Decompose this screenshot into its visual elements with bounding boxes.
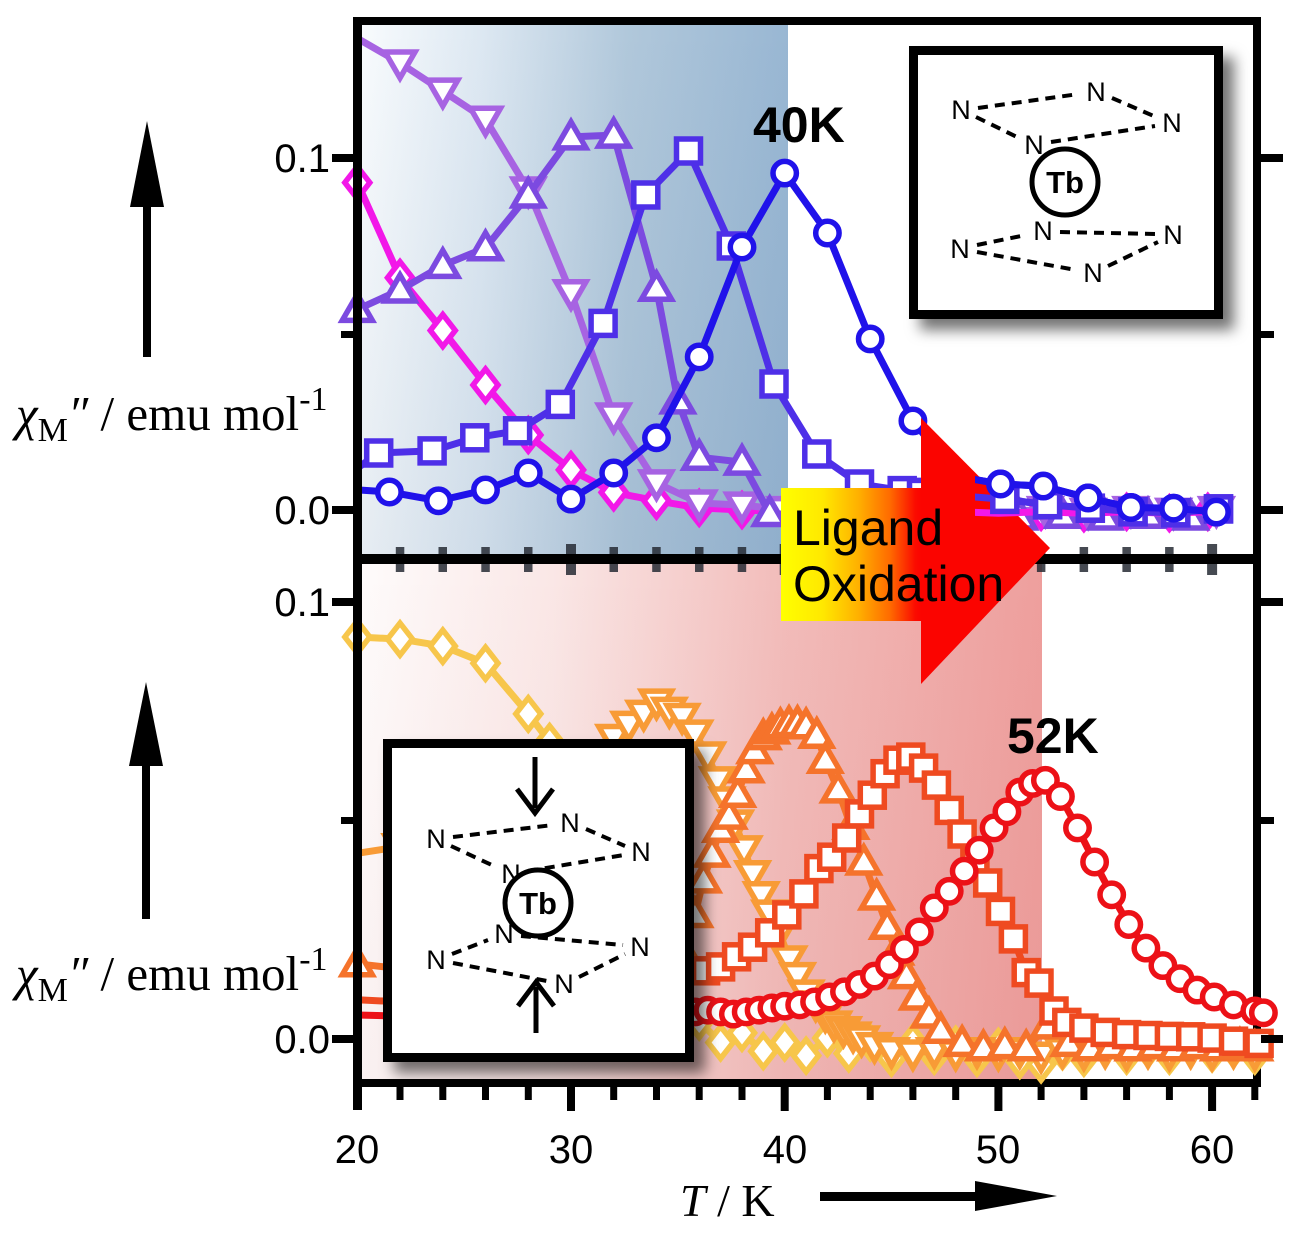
svg-text:60: 60 bbox=[1190, 1128, 1235, 1172]
svg-text:N: N bbox=[631, 837, 651, 867]
svg-text:0.0: 0.0 bbox=[274, 489, 330, 533]
svg-text:N: N bbox=[630, 932, 650, 962]
svg-text:Tb: Tb bbox=[519, 886, 557, 921]
svg-text:N: N bbox=[560, 808, 580, 838]
svg-text:Ligand: Ligand bbox=[793, 500, 943, 556]
svg-text:0.0: 0.0 bbox=[274, 1018, 330, 1062]
svg-text:N: N bbox=[951, 95, 971, 125]
svg-text:20: 20 bbox=[335, 1128, 380, 1172]
svg-text:N: N bbox=[1162, 108, 1182, 138]
svg-text:40: 40 bbox=[763, 1128, 808, 1172]
svg-text:T / K: T / K bbox=[680, 1175, 775, 1226]
svg-text:Oxidation: Oxidation bbox=[793, 556, 1004, 612]
svg-text:0.1: 0.1 bbox=[274, 581, 330, 625]
svg-text:N: N bbox=[950, 234, 970, 264]
svg-text:Tb: Tb bbox=[1046, 165, 1084, 200]
svg-text:χM″ / emu mol-1: χM″ / emu mol-1 bbox=[12, 381, 328, 449]
svg-text:0.1: 0.1 bbox=[274, 137, 330, 181]
svg-text:χM″ / emu mol-1: χM″ / emu mol-1 bbox=[12, 941, 328, 1009]
svg-text:N: N bbox=[494, 919, 514, 949]
svg-text:30: 30 bbox=[549, 1128, 594, 1172]
svg-text:50: 50 bbox=[976, 1128, 1021, 1172]
svg-text:N: N bbox=[1033, 216, 1053, 246]
svg-text:N: N bbox=[426, 945, 446, 975]
svg-text:N: N bbox=[1024, 130, 1044, 160]
svg-text:N: N bbox=[1163, 220, 1183, 250]
svg-text:52K: 52K bbox=[1007, 708, 1099, 764]
svg-text:N: N bbox=[1083, 258, 1103, 288]
svg-text:N: N bbox=[426, 824, 446, 854]
svg-text:N: N bbox=[1086, 77, 1106, 107]
svg-text:40K: 40K bbox=[753, 97, 845, 153]
svg-text:N: N bbox=[554, 969, 574, 999]
